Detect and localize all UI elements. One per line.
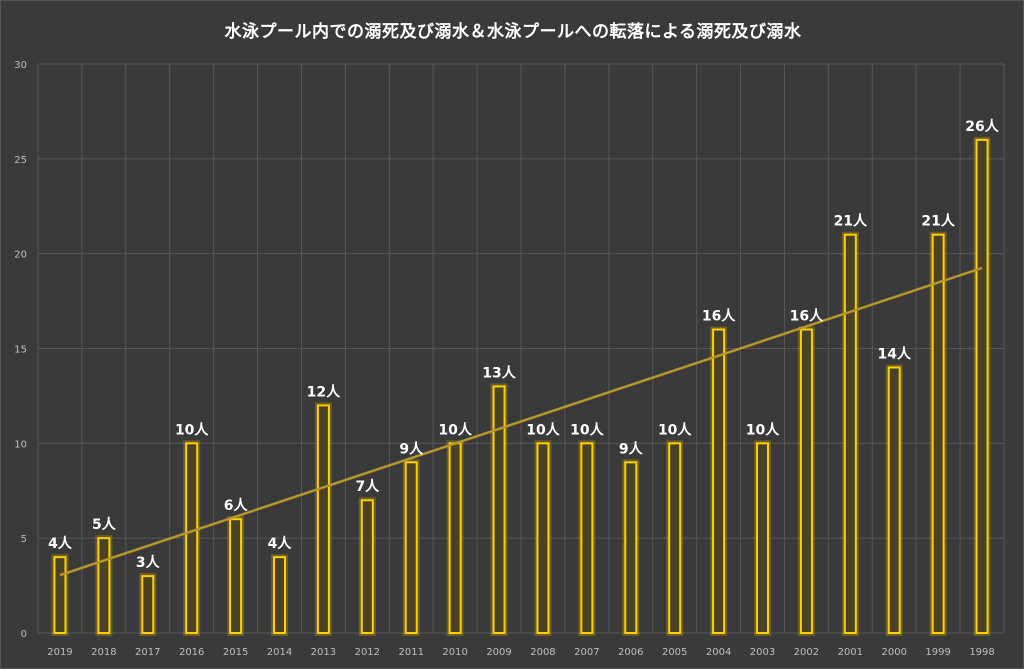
y-tick-label: 30 — [14, 60, 27, 71]
bar — [404, 461, 418, 634]
data-label: 16人 — [790, 308, 824, 325]
x-tick-label: 2015 — [223, 647, 248, 658]
trendline-group — [59, 266, 983, 577]
data-label: 4人 — [268, 535, 293, 552]
y-tick-label: 5 — [21, 534, 27, 545]
data-label: 3人 — [136, 554, 161, 571]
bar — [273, 556, 286, 635]
bar — [580, 442, 594, 635]
bar — [887, 366, 901, 634]
data-label: 26人 — [965, 118, 999, 135]
bars — [51, 136, 991, 637]
x-tick-label: 2010 — [442, 647, 467, 658]
bar — [931, 233, 945, 634]
y-tick-label: 20 — [14, 250, 27, 261]
gridlines — [37, 63, 1005, 634]
x-tick-label: 2012 — [355, 647, 380, 658]
data-label: 21人 — [921, 213, 955, 230]
data-label: 13人 — [482, 364, 516, 381]
data-label: 10人 — [658, 421, 692, 438]
data-label: 5人 — [92, 516, 117, 533]
x-tick-label: 2018 — [91, 647, 116, 658]
bar — [229, 518, 243, 635]
data-label: 10人 — [526, 421, 560, 438]
x-tick-label: 2003 — [750, 647, 775, 658]
bar — [360, 499, 374, 634]
data-label: 7人 — [355, 478, 380, 495]
data-label: 21人 — [834, 213, 868, 230]
data-label: 10人 — [570, 421, 604, 438]
x-tick-label: 2009 — [486, 647, 511, 658]
bar — [843, 233, 857, 634]
bar — [756, 442, 769, 635]
bar — [53, 556, 67, 635]
x-tick-label: 2001 — [838, 647, 863, 658]
data-label: 12人 — [307, 383, 341, 400]
bar — [185, 442, 199, 635]
data-label: 16人 — [702, 308, 736, 325]
x-tick-label: 2016 — [179, 647, 204, 658]
bar — [141, 575, 155, 634]
bar — [975, 138, 989, 634]
x-tick-label: 2002 — [794, 647, 819, 658]
x-tick-label: 2011 — [399, 647, 424, 658]
x-axis-ticks: 2019 2018 2017 2016 2015 2014 2013 2012 2011 2010… — [47, 647, 995, 658]
bar — [448, 442, 462, 635]
data-label: 4人 — [48, 535, 73, 552]
bar — [624, 461, 638, 634]
x-tick-label: 2008 — [530, 647, 555, 658]
x-tick-label: 1998 — [969, 647, 994, 658]
x-tick-label: 2000 — [882, 647, 907, 658]
chart-title: 水泳プール内での溺死及び溺水＆水泳プールへの転落による溺死及び溺水 — [224, 22, 802, 42]
x-tick-label: 1999 — [925, 647, 950, 658]
y-axis-ticks: 0 5 10 15 20 25 30 — [14, 60, 27, 640]
bar — [712, 328, 726, 634]
bar — [668, 442, 682, 635]
data-labels: 4人 5人 3人 10人 6人 4人 12人 7人 9人 10人 13人 10人 10人 9人 10人 16人… — [48, 118, 1000, 571]
y-tick-label: 0 — [21, 629, 27, 640]
bar — [316, 404, 330, 634]
bar — [97, 537, 111, 635]
bar — [536, 442, 550, 635]
x-tick-label: 2019 — [47, 647, 72, 658]
y-tick-label: 25 — [14, 155, 27, 166]
x-tick-label: 2005 — [662, 647, 687, 658]
x-tick-label: 2013 — [311, 647, 336, 658]
y-tick-label: 10 — [14, 439, 27, 450]
x-tick-label: 2007 — [574, 647, 599, 658]
x-tick-label: 2014 — [267, 647, 292, 658]
x-tick-label: 2004 — [706, 647, 731, 658]
data-label: 14人 — [877, 345, 911, 362]
x-tick-label: 2017 — [135, 647, 160, 658]
data-label: 9人 — [619, 440, 644, 457]
data-label: 10人 — [438, 421, 472, 438]
x-tick-label: 2006 — [618, 647, 643, 658]
bar — [492, 385, 506, 634]
y-tick-label: 15 — [14, 345, 27, 356]
data-label: 10人 — [175, 421, 209, 438]
data-label: 6人 — [224, 497, 249, 514]
data-label: 9人 — [399, 440, 424, 457]
trendline — [59, 266, 983, 577]
data-label: 10人 — [746, 421, 780, 438]
bar — [799, 328, 813, 634]
